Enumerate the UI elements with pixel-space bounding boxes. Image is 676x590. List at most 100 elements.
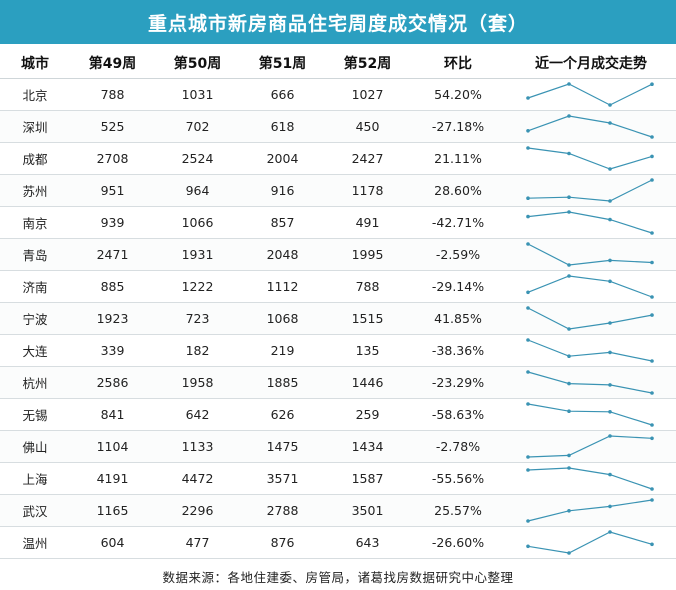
trend-cell <box>506 206 676 239</box>
trend-point-week-52 <box>650 359 654 363</box>
change-cell: -38.36% <box>410 334 506 367</box>
trend-point-week-51 <box>608 103 612 107</box>
table-row: 温州 604 477 876 643 -26.60% <box>0 526 676 559</box>
week-50-cell: 723 <box>155 302 240 335</box>
change-cell: -2.78% <box>410 430 506 463</box>
week-52-cell: 491 <box>325 206 410 239</box>
week-52-cell: 1027 <box>325 78 410 111</box>
trend-cell <box>506 270 676 303</box>
trend-point-week-49 <box>526 338 530 342</box>
week-50-cell: 1222 <box>155 270 240 303</box>
city-cell: 北京 <box>0 78 70 111</box>
trend-line <box>527 339 653 362</box>
change-cell: -29.14% <box>410 270 506 303</box>
trend-point-week-50 <box>567 466 571 470</box>
week-51-cell: 666 <box>240 78 325 111</box>
trend-sparkline <box>526 274 654 299</box>
week-49-cell: 604 <box>70 526 155 559</box>
trend-line <box>527 83 653 106</box>
city-cell: 杭州 <box>0 366 70 399</box>
trend-sparkline <box>526 530 654 555</box>
week-49-cell: 2471 <box>70 238 155 271</box>
trend-point-week-49 <box>526 96 530 100</box>
header-city: 城市 <box>0 47 70 79</box>
trend-cell <box>506 366 676 399</box>
trend-line <box>527 435 653 458</box>
trend-point-week-52 <box>650 82 654 86</box>
trend-point-week-51 <box>608 434 612 438</box>
trend-line <box>527 499 653 522</box>
week-51-cell: 2004 <box>240 142 325 175</box>
trend-point-week-51 <box>608 121 612 125</box>
week-51-cell: 857 <box>240 206 325 239</box>
city-cell: 武汉 <box>0 494 70 527</box>
table-row: 佛山 1104 1133 1475 1434 -2.78% <box>0 430 676 463</box>
trend-line <box>527 147 653 170</box>
week-50-cell: 2524 <box>155 142 240 175</box>
trend-point-week-51 <box>608 504 612 509</box>
trend-point-week-49 <box>526 290 530 295</box>
trend-sparkline <box>526 178 654 203</box>
trend-point-week-50 <box>567 210 571 214</box>
city-cell: 成都 <box>0 142 70 175</box>
trend-line <box>527 211 653 234</box>
trend-line <box>527 467 653 490</box>
source-note: 数据来源：各地住建委、房管局，诸葛找房数据研究中心整理 <box>162 569 514 585</box>
header-change: 环比 <box>410 47 506 79</box>
trend-sparkline <box>526 114 654 139</box>
trend-point-week-49 <box>526 544 530 549</box>
change-cell: -27.18% <box>410 110 506 143</box>
change-cell: -2.59% <box>410 238 506 271</box>
trend-point-week-51 <box>608 199 612 203</box>
week-51-cell: 876 <box>240 526 325 559</box>
city-cell: 佛山 <box>0 430 70 463</box>
trend-point-week-50 <box>567 551 571 555</box>
week-49-cell: 841 <box>70 398 155 431</box>
week-52-cell: 1446 <box>325 366 410 399</box>
city-cell: 无锡 <box>0 398 70 431</box>
trend-point-week-52 <box>650 436 654 441</box>
trend-point-week-49 <box>526 468 530 472</box>
trend-cell <box>506 238 676 271</box>
table-title: 重点城市新房商品住宅周度成交情况（套） <box>0 0 676 44</box>
trend-point-week-52 <box>650 487 654 491</box>
weekly-sales-table: 城市 第49周 第50周 第51周 第52周 环比 近一个月成交走势 北京 788… <box>0 47 676 559</box>
table-row: 成都 2708 2524 2004 2427 21.11% <box>0 142 676 175</box>
table-row: 武汉 1165 2296 2788 3501 25.57% <box>0 494 676 527</box>
change-cell: 54.20% <box>410 78 506 111</box>
trend-point-week-52 <box>650 391 654 395</box>
week-52-cell: 643 <box>325 526 410 559</box>
change-cell: 25.57% <box>410 494 506 527</box>
trend-point-week-50 <box>567 114 571 118</box>
week-51-cell: 2788 <box>240 494 325 527</box>
table-row: 南京 939 1066 857 491 -42.71% <box>0 206 676 239</box>
trend-point-week-51 <box>608 217 612 222</box>
trend-sparkline <box>526 210 654 235</box>
header-week-49: 第49周 <box>70 47 155 79</box>
trend-point-week-51 <box>608 383 612 387</box>
trend-point-week-50 <box>567 509 571 513</box>
trend-point-week-50 <box>567 274 571 278</box>
week-49-cell: 1165 <box>70 494 155 527</box>
trend-point-week-52 <box>650 154 654 159</box>
week-49-cell: 4191 <box>70 462 155 495</box>
trend-line <box>527 403 653 426</box>
header-trend: 近一个月成交走势 <box>506 47 676 79</box>
trend-sparkline <box>526 498 654 523</box>
week-49-cell: 339 <box>70 334 155 367</box>
trend-point-week-50 <box>567 327 571 331</box>
header-week-52: 第52周 <box>325 47 410 79</box>
table-body: 北京 788 1031 666 1027 54.20% 深圳 525 702 618 450 -27.… <box>0 78 676 559</box>
city-cell: 温州 <box>0 526 70 559</box>
week-52-cell: 3501 <box>325 494 410 527</box>
trend-line <box>527 531 653 554</box>
change-cell: 41.85% <box>410 302 506 335</box>
week-50-cell: 182 <box>155 334 240 367</box>
week-51-cell: 1885 <box>240 366 325 399</box>
city-cell: 宁波 <box>0 302 70 335</box>
table-row: 济南 885 1222 1112 788 -29.14% <box>0 270 676 303</box>
city-cell: 青岛 <box>0 238 70 271</box>
trend-point-week-49 <box>526 196 530 200</box>
week-49-cell: 2586 <box>70 366 155 399</box>
trend-point-week-49 <box>526 129 530 133</box>
